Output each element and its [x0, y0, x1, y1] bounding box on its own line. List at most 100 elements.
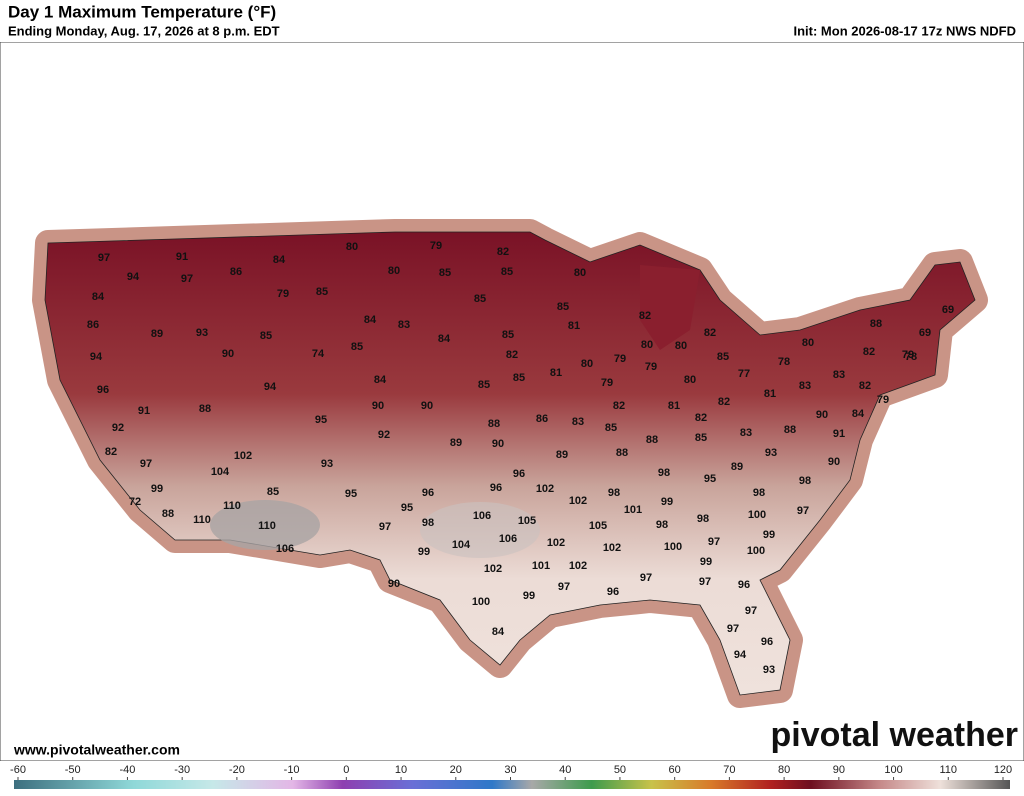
temp-label: 90: [816, 409, 828, 421]
temp-label: 97: [745, 605, 757, 617]
temp-label: 102: [569, 495, 587, 507]
temp-label: 90: [828, 456, 840, 468]
temp-label: 79: [902, 349, 914, 361]
temp-label: 97: [558, 581, 570, 593]
temp-label: 81: [764, 388, 776, 400]
temp-label: 79: [430, 240, 442, 252]
colorbar-tick-label: -10: [284, 764, 300, 776]
temp-label: 83: [572, 416, 584, 428]
temp-label: 85: [605, 422, 617, 434]
temp-label: 85: [474, 293, 486, 305]
temp-label: 102: [234, 450, 252, 462]
temp-label: 89: [450, 437, 462, 449]
temp-label: 84: [438, 333, 451, 345]
temp-label: 83: [833, 369, 845, 381]
temp-label: 83: [398, 319, 410, 331]
temp-label: 98: [697, 513, 709, 525]
temp-label: 85: [351, 341, 363, 353]
land: [32, 219, 988, 708]
colorbar-tick-label: -50: [65, 764, 81, 776]
temp-label: 86: [87, 319, 99, 331]
temp-label: 98: [608, 487, 620, 499]
title: Day 1 Maximum Temperature (°F): [8, 2, 276, 21]
temp-label: 98: [656, 519, 668, 531]
temp-label: 85: [695, 432, 707, 444]
colorbar-tick-label: 20: [450, 764, 462, 776]
temp-label: 80: [581, 358, 593, 370]
temp-label: 77: [738, 368, 750, 380]
temp-label: 105: [518, 515, 536, 527]
temp-label: 91: [176, 251, 188, 263]
great-lakes-region: [640, 265, 700, 350]
temp-label: 79: [614, 353, 626, 365]
temp-label: 85: [260, 330, 272, 342]
temp-label: 104: [211, 466, 230, 478]
colorbar-tick-label: -20: [229, 764, 245, 776]
temp-label: 80: [574, 267, 586, 279]
us-land: [44, 231, 976, 696]
hot-area: [210, 500, 320, 550]
temp-label: 102: [484, 563, 502, 575]
temp-label: 95: [704, 473, 716, 485]
temp-label: 79: [645, 361, 657, 373]
colorbar-tick-label: -60: [10, 764, 26, 776]
temp-label: 84: [273, 254, 286, 266]
temp-label: 97: [699, 576, 711, 588]
temp-label: 101: [624, 504, 642, 516]
temp-label: 95: [401, 502, 413, 514]
temp-label: 97: [379, 521, 391, 533]
temp-label: 82: [497, 246, 509, 258]
temp-label: 96: [761, 636, 773, 648]
temp-label: 99: [763, 529, 775, 541]
temp-label: 80: [346, 241, 358, 253]
colorbar-tick-label: 100: [884, 764, 902, 776]
temp-label: 92: [378, 429, 390, 441]
temp-label: 85: [501, 266, 513, 278]
temp-label: 81: [550, 367, 562, 379]
temp-label: 85: [267, 486, 279, 498]
temp-label: 98: [422, 517, 434, 529]
temp-label: 105: [589, 520, 607, 532]
temp-label: 82: [704, 327, 716, 339]
temp-label: 85: [439, 267, 451, 279]
colorbar-tick-label: 10: [395, 764, 407, 776]
temp-label: 100: [747, 545, 765, 557]
temp-label: 84: [92, 291, 105, 303]
temp-label: 100: [748, 509, 766, 521]
colorbar-tick-label: 30: [504, 764, 516, 776]
temp-label: 82: [859, 380, 871, 392]
temp-label: 86: [536, 413, 548, 425]
temp-label: 69: [919, 327, 931, 339]
temp-label: 98: [799, 475, 811, 487]
temp-label: 83: [740, 427, 752, 439]
temp-label: 102: [547, 537, 565, 549]
colorbar-tick-label: 90: [833, 764, 845, 776]
temp-label: 97: [727, 623, 739, 635]
hot-area: [420, 502, 540, 558]
temp-label: 85: [502, 329, 514, 341]
temp-label: 84: [852, 408, 865, 420]
temp-label: 96: [738, 579, 750, 591]
temp-label: 99: [151, 483, 163, 495]
temp-label: 102: [603, 542, 621, 554]
temp-label: 94: [127, 271, 140, 283]
temp-label: 97: [98, 252, 110, 264]
temp-label: 72: [129, 496, 141, 508]
temp-label: 88: [646, 434, 658, 446]
temp-label: 94: [734, 649, 747, 661]
temp-label: 94: [264, 381, 277, 393]
colorbar-tick-label: 70: [723, 764, 735, 776]
temp-label: 86: [230, 266, 242, 278]
temp-label: 99: [661, 496, 673, 508]
temp-label: 91: [833, 428, 845, 440]
temp-label: 91: [138, 405, 150, 417]
temp-label: 102: [536, 483, 554, 495]
temp-label: 82: [695, 412, 707, 424]
temp-label: 93: [765, 447, 777, 459]
colorbar-tick-label: 80: [778, 764, 790, 776]
temp-label: 90: [388, 578, 400, 590]
colorbar-tick-label: 50: [614, 764, 626, 776]
temp-label: 88: [199, 403, 211, 415]
temp-label: 98: [753, 487, 765, 499]
